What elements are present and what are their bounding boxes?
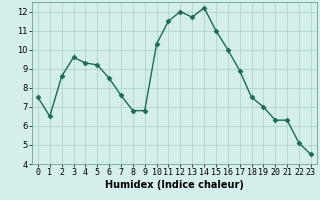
X-axis label: Humidex (Indice chaleur): Humidex (Indice chaleur) bbox=[105, 180, 244, 190]
